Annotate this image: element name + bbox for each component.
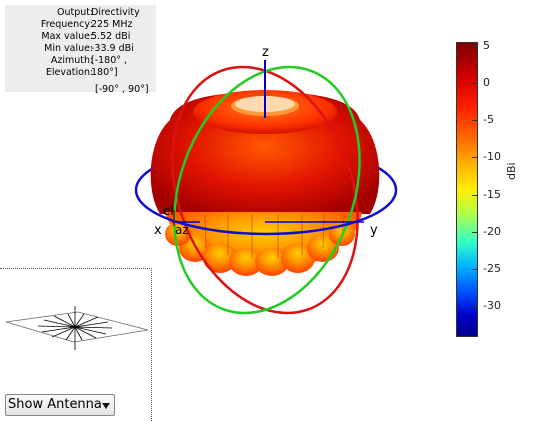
colorbar-tick-label: -10	[483, 150, 501, 164]
colorbar-tick-label: -5	[483, 113, 494, 127]
elevation-ring-red	[171, 65, 359, 315]
info-elevation-range: [-90° , 90°]	[95, 84, 149, 95]
chevron-down-icon	[102, 403, 110, 409]
colorbar-tick-label: -25	[483, 261, 501, 275]
colorbar-tick-label: 0	[483, 76, 490, 90]
info-key: Min value	[44, 43, 90, 54]
info-row-elevation: Elevation : 180°]	[45, 67, 118, 78]
info-value: Directivity	[91, 7, 140, 18]
elevation-ring-green	[173, 65, 361, 315]
directivity-colorbar	[456, 42, 478, 337]
info-key: Azimuth	[50, 55, 90, 66]
info-row-azimuth: Azimuth : [-180° ,	[50, 55, 128, 66]
antenna-preview[interactable]	[0, 300, 150, 360]
colorbar-tick-mark	[472, 120, 477, 122]
colorbar-tick-mark	[472, 306, 477, 307]
info-key: Frequency	[40, 19, 90, 30]
colorbar-tick-mark	[472, 268, 477, 270]
show-antenna-label: Show Antenna	[8, 397, 102, 412]
info-value: 5.52 dBi	[91, 31, 131, 42]
colorbar-tick-label: -20	[483, 224, 501, 238]
y-axis-label: y	[370, 223, 378, 238]
colorbar-tick-mark	[472, 231, 477, 233]
colorbar-tick-mark	[472, 83, 477, 85]
show-antenna-dropdown[interactable]: Show Antenna	[5, 394, 115, 416]
az-axis-label: az	[175, 223, 189, 237]
antenna-preview-frame	[0, 268, 152, 421]
antenna-icon	[37, 306, 113, 350]
pattern-info-panel: Output : Directivity Frequency : 225 MHz…	[5, 5, 156, 95]
info-key: Max value	[41, 31, 90, 42]
azimuth-ring-front	[134, 189, 398, 236]
z-axis-label: z	[262, 45, 269, 60]
colorbar-tick-label: -30	[483, 299, 501, 312]
colorbar-unit-label: dBi	[505, 162, 518, 180]
x-axis-label: x	[154, 223, 162, 238]
info-row-max-value: Max value : 5.52 dBi	[41, 31, 131, 42]
colorbar-tick-label: 5	[483, 38, 490, 52]
info-value: 225 MHz	[91, 19, 133, 30]
colorbar-tick-mark	[472, 157, 477, 159]
colorbar-tick-mark	[472, 194, 477, 196]
info-key: Elevation	[45, 67, 90, 78]
info-row-min-value: Min value : -33.9 dBi	[44, 43, 134, 54]
info-value: 180°]	[91, 67, 118, 78]
info-key: Output	[57, 7, 90, 18]
info-value: -33.9 dBi	[91, 43, 134, 54]
info-value: [-180° ,	[91, 55, 128, 66]
info-row-output: Output : Directivity	[57, 7, 140, 18]
info-row-frequency: Frequency : 225 MHz	[40, 19, 133, 30]
el-axis-label: el	[163, 204, 174, 218]
colorbar-tick-label: -15	[483, 187, 501, 201]
radiation-pattern-3d-plot[interactable]: z y x az el	[0, 0, 440, 330]
colorbar-tick-mark	[472, 45, 477, 47]
